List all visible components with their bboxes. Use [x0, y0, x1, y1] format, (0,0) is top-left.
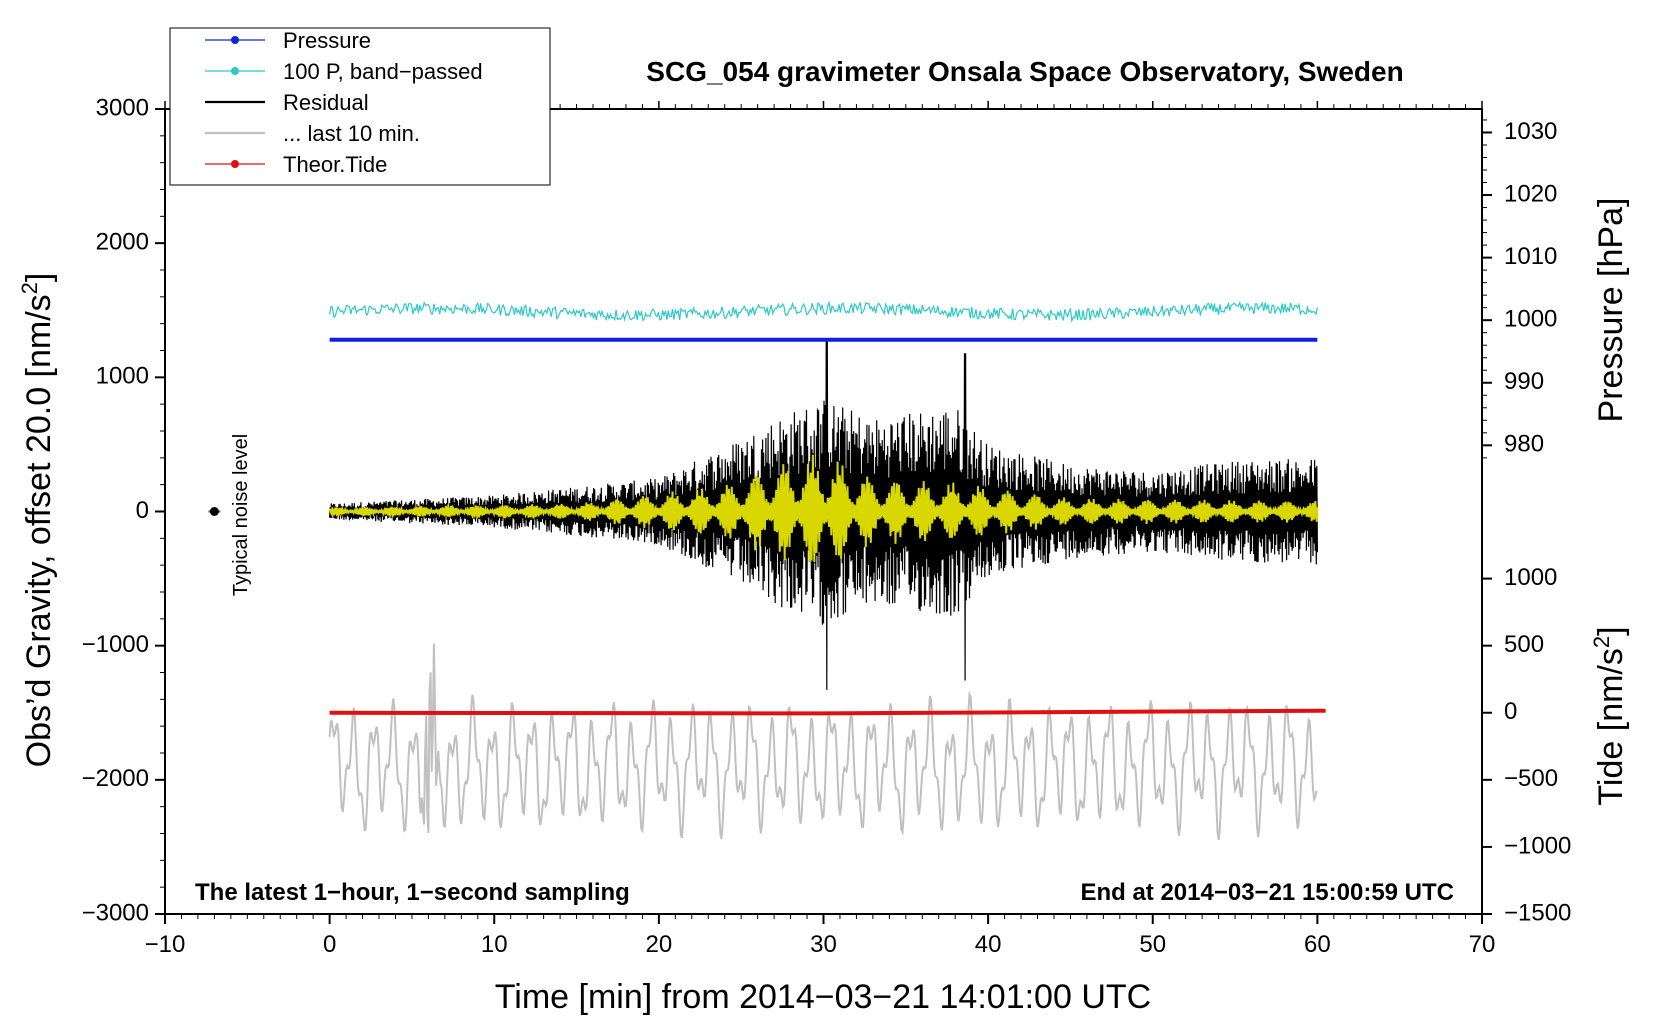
y-tick-label: 2000: [96, 229, 149, 256]
annotation-right: End at 2014−03−21 15:00:59 UTC: [1080, 879, 1454, 906]
series-theor-tide-line: [329, 708, 1326, 716]
y-axis-label-tide-close: ]: [1592, 626, 1630, 635]
x-tick-label: 0: [323, 931, 336, 958]
legend-label: Theor.Tide: [283, 152, 387, 177]
pressure-tick-label: 1000: [1504, 306, 1557, 333]
x-tick-label: −10: [145, 931, 186, 958]
x-tick-label: 60: [1304, 931, 1331, 958]
y-tick-label: 3000: [96, 94, 149, 121]
legend-marker: [231, 67, 239, 75]
y-axis-label-tide: Tide [nm/s2]: [1589, 626, 1630, 805]
series-last-10-min-line: [328, 643, 1318, 841]
noise-level-label: Typical noise level: [230, 434, 252, 596]
x-tick-label: 50: [1139, 931, 1166, 958]
pressure-tick-label: 1030: [1504, 118, 1557, 145]
y-axis-label-pressure: Pressure [hPa]: [1592, 198, 1630, 423]
legend-label: Pressure: [283, 28, 371, 53]
series-100p-bandpassed-line: [329, 300, 1318, 324]
y-axis-label-left-close: ]: [20, 273, 58, 282]
y-tick-label: 0: [136, 497, 149, 524]
tide-tick-label: −1500: [1504, 899, 1571, 926]
y-tick-label: 1000: [96, 363, 149, 390]
y-axis-label-left-main: Obs’d Gravity, offset 20.0 [nm/s: [20, 294, 58, 767]
legend-label: Residual: [283, 90, 369, 115]
x-tick-label: 40: [975, 931, 1002, 958]
x-axis-label: Time [min] from 2014−03−21 14:01:00 UTC: [495, 978, 1151, 1016]
series-layer: [208, 300, 1326, 841]
legend-marker: [231, 36, 239, 44]
ticks-layer: −10 0 10 20 30 40 50 60 703000200010000−1000−200…: [82, 94, 1572, 958]
y-axis-label-left: Obs’d Gravity, offset 20.0 [nm/s2]: [17, 273, 58, 768]
pressure-tick-label: 1020: [1504, 180, 1557, 207]
pressure-tick-label: 980: [1504, 431, 1544, 458]
pressure-tick-label: 1010: [1504, 243, 1557, 270]
x-tick-label: 30: [810, 931, 837, 958]
y-axis-label-tide-sup: 2: [1589, 636, 1614, 648]
y-axis-label-left-sup: 2: [17, 282, 42, 294]
labels-layer: SCG_054 gravimeter Onsala Space Observat…: [17, 56, 1630, 1016]
y-tick-label: −2000: [82, 765, 149, 792]
x-tick-label: 20: [646, 931, 673, 958]
legend-label: 100 P, band−passed: [283, 59, 483, 84]
noise-level-point: [209, 507, 219, 516]
pressure-tick-label: 990: [1504, 368, 1544, 395]
y-axis-label-tide-main: Tide [nm/s: [1592, 648, 1630, 805]
legend: Pressure 100 P, band−passed Residual ... la…: [169, 27, 551, 186]
annotation-left: The latest 1−hour, 1−second sampling: [195, 879, 630, 906]
chart-title: SCG_054 gravimeter Onsala Space Observat…: [646, 56, 1403, 87]
tide-tick-label: 1000: [1504, 564, 1557, 591]
x-tick-label: 70: [1469, 931, 1496, 958]
legend-box: [169, 27, 551, 186]
tide-tick-label: −500: [1504, 765, 1558, 792]
series-residual-line: [329, 339, 1318, 690]
legend-label: ... last 10 min.: [283, 121, 420, 146]
y-tick-label: −3000: [82, 899, 149, 926]
tide-tick-label: 0: [1504, 698, 1517, 725]
legend-marker: [231, 160, 239, 168]
series-bandpass-overlay-line: [328, 454, 1319, 563]
x-tick-label: 10: [481, 931, 508, 958]
y-tick-label: −1000: [82, 631, 149, 658]
tide-tick-label: −1000: [1504, 832, 1571, 859]
tide-tick-label: 500: [1504, 631, 1544, 658]
